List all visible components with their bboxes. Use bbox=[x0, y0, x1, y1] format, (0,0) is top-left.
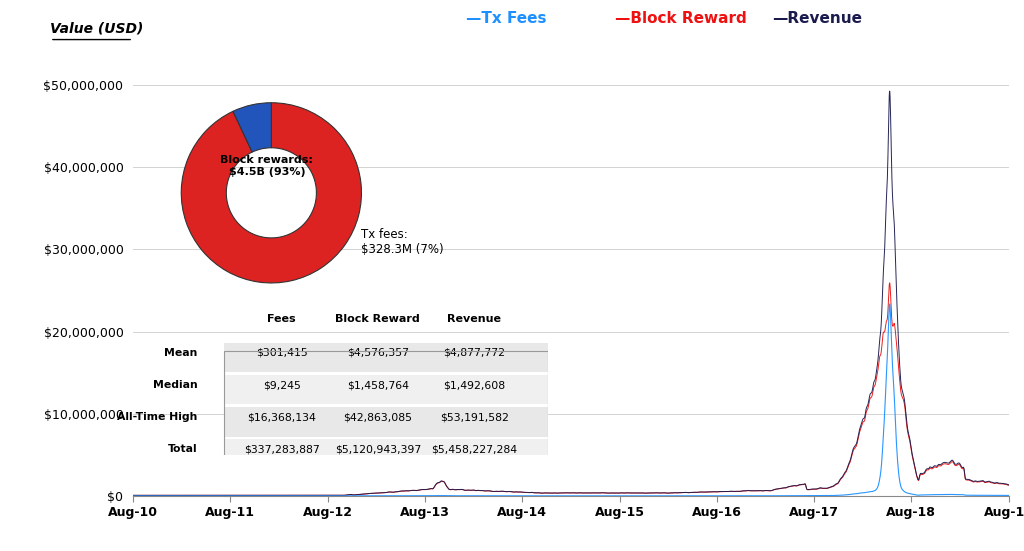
Wedge shape bbox=[181, 102, 361, 283]
Text: $5,120,943,397: $5,120,943,397 bbox=[335, 444, 421, 455]
Text: $4,877,772: $4,877,772 bbox=[443, 348, 505, 358]
Text: $9,245: $9,245 bbox=[263, 380, 300, 390]
Text: $53,191,582: $53,191,582 bbox=[439, 412, 509, 422]
Text: $16,368,134: $16,368,134 bbox=[247, 412, 316, 422]
Bar bbox=[224, 375, 548, 404]
Text: $42,863,085: $42,863,085 bbox=[343, 412, 413, 422]
Text: Revenue: Revenue bbox=[447, 315, 501, 325]
Text: $337,283,887: $337,283,887 bbox=[244, 444, 319, 455]
Text: Block rewards:
$4.5B (93%): Block rewards: $4.5B (93%) bbox=[220, 155, 313, 177]
Text: Mean: Mean bbox=[164, 348, 198, 358]
Text: —Revenue: —Revenue bbox=[772, 11, 862, 26]
Text: $301,415: $301,415 bbox=[256, 348, 307, 358]
Text: $5,458,227,284: $5,458,227,284 bbox=[431, 444, 517, 455]
Text: $1,492,608: $1,492,608 bbox=[443, 380, 505, 390]
Text: Fees: Fees bbox=[267, 315, 296, 325]
Text: Total: Total bbox=[168, 444, 198, 455]
Bar bbox=[224, 350, 548, 469]
Text: $4,576,357: $4,576,357 bbox=[347, 348, 409, 358]
Wedge shape bbox=[233, 102, 271, 152]
Text: Tx fees:
$328.3M (7%): Tx fees: $328.3M (7%) bbox=[361, 229, 444, 256]
Text: —Tx Fees: —Tx Fees bbox=[466, 11, 547, 26]
Text: Median: Median bbox=[153, 380, 198, 390]
Bar bbox=[224, 343, 548, 372]
Text: —Block Reward: —Block Reward bbox=[614, 11, 746, 26]
Text: $1,458,764: $1,458,764 bbox=[347, 380, 409, 390]
Text: Block Reward: Block Reward bbox=[336, 315, 420, 325]
Text: Value (USD): Value (USD) bbox=[50, 21, 143, 35]
Text: All-Time High: All-Time High bbox=[118, 412, 198, 422]
Bar bbox=[224, 407, 548, 436]
Bar bbox=[224, 439, 548, 469]
